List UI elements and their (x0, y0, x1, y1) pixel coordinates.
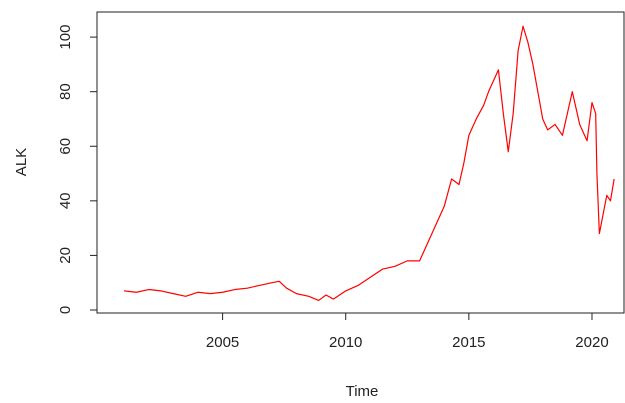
y-tick-label: 0 (57, 306, 74, 314)
x-tick-label: 2010 (329, 334, 362, 351)
y-axis-label: ALK (13, 148, 30, 176)
line (124, 25, 615, 302)
x-tick-label: 2020 (575, 334, 608, 351)
x-tick-label: 2015 (452, 334, 485, 351)
y-tick-label: 100 (57, 25, 74, 50)
plot-frame (96, 11, 625, 314)
y-tick-label: 20 (57, 247, 74, 264)
y-tick-label: 80 (57, 83, 74, 100)
x-axis-label: Time (346, 383, 379, 400)
y-tick-label: 40 (57, 192, 74, 209)
y-tick-label: 60 (57, 138, 74, 155)
x-tick-label: 2005 (206, 334, 239, 351)
